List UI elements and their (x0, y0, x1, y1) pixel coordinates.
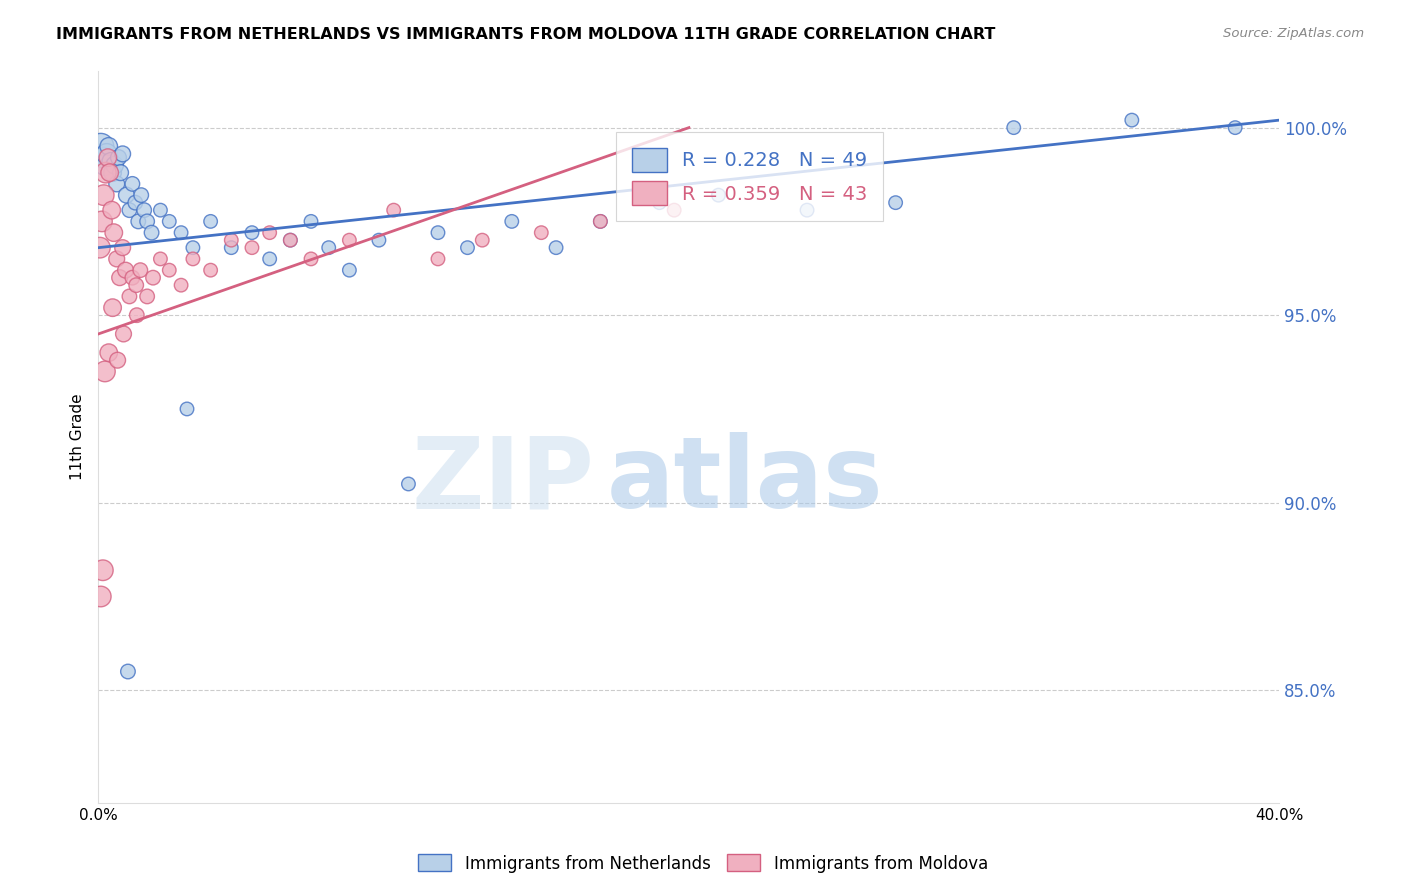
Point (96, 147, 118, 161)
Point (136, 214, 159, 228)
Point (90, 139, 112, 153)
Point (107, 151, 129, 165)
Point (98, 166, 121, 180)
Text: ZIP: ZIP (412, 433, 595, 530)
Point (100, 154, 122, 169)
Point (125, 308, 148, 322)
Point (589, 214, 612, 228)
Point (457, 241, 479, 255)
Point (97, 151, 120, 165)
Point (259, 252, 281, 266)
Point (121, 177, 143, 191)
Point (101, 166, 124, 180)
Point (141, 226, 163, 240)
Point (94, 364, 117, 378)
Legend: R = 0.228   N = 49, R = 0.359   N = 43: R = 0.228 N = 49, R = 0.359 N = 43 (616, 132, 883, 220)
Point (382, 203, 405, 218)
Legend: Immigrants from Netherlands, Immigrants from Moldova: Immigrants from Netherlands, Immigrants … (412, 847, 994, 880)
Point (398, 477, 420, 491)
Point (240, 226, 263, 240)
Point (796, 203, 818, 218)
Point (176, 401, 198, 416)
Point (111, 241, 134, 255)
Point (91, 151, 114, 165)
Point (546, 241, 568, 255)
Point (107, 353, 129, 368)
Point (221, 233, 243, 247)
Point (142, 270, 165, 285)
Point (100, 203, 122, 218)
Point (648, 195, 671, 210)
Text: IMMIGRANTS FROM NETHERLANDS VS IMMIGRANTS FROM MOLDOVA 11TH GRADE CORRELATION CH: IMMIGRANTS FROM NETHERLANDS VS IMMIGRANT… (56, 27, 995, 42)
Point (170, 226, 193, 240)
Point (530, 226, 553, 240)
Point (339, 233, 361, 247)
Point (299, 214, 322, 228)
Point (170, 278, 193, 293)
Point (1121, 113, 1143, 128)
Point (149, 252, 172, 266)
Point (97, 139, 120, 153)
Point (1225, 120, 1247, 135)
Point (299, 252, 322, 266)
Point (110, 166, 132, 180)
Point (221, 241, 243, 255)
Point (127, 214, 149, 228)
Point (104, 158, 127, 172)
Point (114, 263, 136, 277)
Point (280, 233, 302, 247)
Point (149, 203, 172, 218)
Point (129, 188, 152, 202)
Point (181, 241, 204, 255)
Point (125, 278, 148, 293)
Point (94, 158, 117, 172)
Point (91, 563, 114, 577)
Point (200, 263, 222, 277)
Y-axis label: 11th Grade: 11th Grade (70, 393, 86, 481)
Point (93, 188, 115, 202)
Point (368, 233, 391, 247)
Point (181, 252, 204, 266)
Text: Source: ZipAtlas.com: Source: ZipAtlas.com (1223, 27, 1364, 40)
Point (108, 270, 131, 285)
Point (471, 233, 494, 247)
Point (259, 226, 281, 240)
Point (157, 263, 180, 277)
Point (112, 326, 135, 341)
Point (280, 233, 302, 247)
Point (124, 195, 146, 210)
Point (884, 195, 907, 210)
Text: atlas: atlas (606, 433, 883, 530)
Point (1002, 120, 1025, 135)
Point (118, 203, 141, 218)
Point (111, 147, 134, 161)
Point (664, 203, 686, 218)
Point (94, 166, 117, 180)
Point (240, 241, 263, 255)
Point (427, 226, 450, 240)
Point (105, 177, 128, 191)
Point (105, 252, 128, 266)
Point (157, 214, 180, 228)
Point (91, 214, 114, 228)
Point (707, 188, 730, 202)
Point (97, 345, 120, 359)
Point (89, 241, 111, 255)
Point (118, 289, 141, 303)
Point (90, 590, 112, 604)
Point (501, 214, 523, 228)
Point (121, 270, 143, 285)
Point (318, 241, 340, 255)
Point (101, 301, 124, 315)
Point (200, 214, 222, 228)
Point (136, 289, 159, 303)
Point (589, 214, 612, 228)
Point (103, 226, 125, 240)
Point (339, 263, 361, 277)
Point (117, 665, 139, 679)
Point (129, 263, 152, 277)
Point (115, 188, 138, 202)
Point (134, 203, 156, 218)
Point (427, 252, 450, 266)
